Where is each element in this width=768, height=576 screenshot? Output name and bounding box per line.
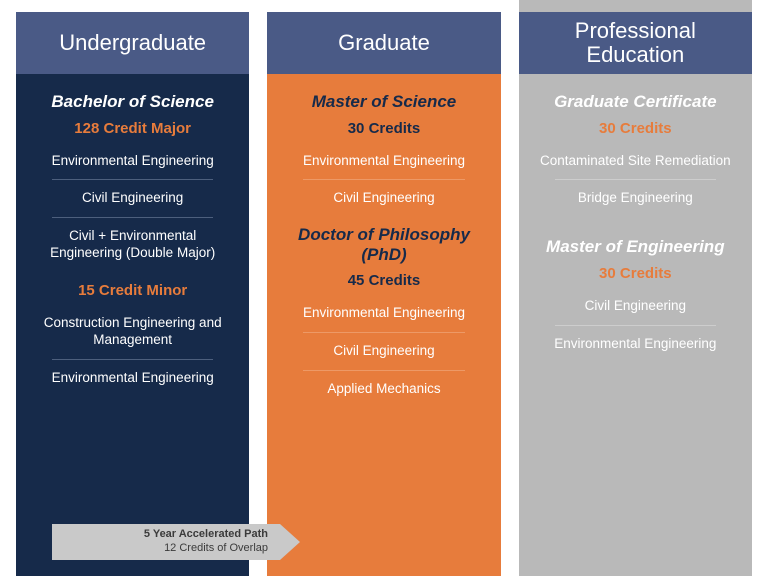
divider [52, 179, 213, 180]
header-graduate: Graduate [267, 12, 500, 74]
degree-bs: Bachelor of Science [30, 92, 235, 112]
accelerated-path-label: 5 Year Accelerated Path 12 Credits of Ov… [52, 524, 280, 560]
degree-meng: Master of Engineering [533, 237, 738, 257]
program-item: Civil Engineering [281, 184, 486, 213]
degree-phd: Doctor of Philosophy (PhD) [281, 225, 486, 264]
column-professional-education: Professional Education Graduate Certific… [519, 12, 752, 576]
column-graduate: Graduate Master of Science 30 Credits En… [267, 12, 500, 576]
accelerated-path-arrow: 5 Year Accelerated Path 12 Credits of Ov… [52, 524, 300, 560]
program-item: Construction Engineering and Management [30, 309, 235, 355]
program-item: Civil Engineering [281, 337, 486, 366]
divider [303, 370, 464, 371]
body-undergraduate: Bachelor of Science 128 Credit Major Env… [16, 74, 249, 576]
program-item: Environmental Engineering [30, 364, 235, 393]
program-item: Environmental Engineering [281, 299, 486, 328]
body-professional-education: Graduate Certificate 30 Credits Contamin… [519, 74, 752, 576]
credits-minor: 15 Credit Minor [30, 282, 235, 299]
program-item: Civil Engineering [533, 292, 738, 321]
column-undergraduate: Undergraduate Bachelor of Science 128 Cr… [16, 12, 249, 576]
header-undergraduate: Undergraduate [16, 12, 249, 74]
credits-meng: 30 Credits [533, 265, 738, 282]
program-item: Civil Engineering [30, 184, 235, 213]
accelerated-path-line1: 5 Year Accelerated Path [82, 528, 268, 542]
program-item: Environmental Engineering [533, 330, 738, 359]
credits-phd: 45 Credits [281, 272, 486, 289]
degree-grad-cert: Graduate Certificate [533, 92, 738, 112]
degree-ms: Master of Science [281, 92, 486, 112]
header-professional-education: Professional Education [519, 12, 752, 74]
divider [303, 179, 464, 180]
divider [555, 179, 716, 180]
credits-ms: 30 Credits [281, 120, 486, 137]
body-graduate: Master of Science 30 Credits Environment… [267, 74, 500, 576]
divider [555, 325, 716, 326]
divider [52, 359, 213, 360]
program-item: Environmental Engineering [30, 147, 235, 176]
accelerated-path-line2: 12 Credits of Overlap [82, 542, 268, 556]
program-item: Environmental Engineering [281, 147, 486, 176]
columns-container: Undergraduate Bachelor of Science 128 Cr… [0, 0, 768, 576]
credits-major: 128 Credit Major [30, 120, 235, 137]
divider [303, 332, 464, 333]
program-item: Civil + Environmental Engineering (Doubl… [30, 222, 235, 268]
divider [52, 217, 213, 218]
program-item: Bridge Engineering [533, 184, 738, 213]
program-item: Contaminated Site Remediation [533, 147, 738, 176]
chevron-right-icon [280, 524, 300, 560]
credits-grad-cert: 30 Credits [533, 120, 738, 137]
program-item: Applied Mechanics [281, 375, 486, 404]
